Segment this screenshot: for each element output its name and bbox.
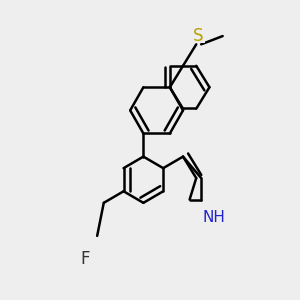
Text: NH: NH	[203, 210, 226, 225]
Text: F: F	[81, 250, 90, 268]
Bar	[190, 28, 205, 44]
Text: S: S	[193, 27, 203, 45]
Bar	[195, 210, 210, 225]
Bar	[78, 252, 93, 266]
